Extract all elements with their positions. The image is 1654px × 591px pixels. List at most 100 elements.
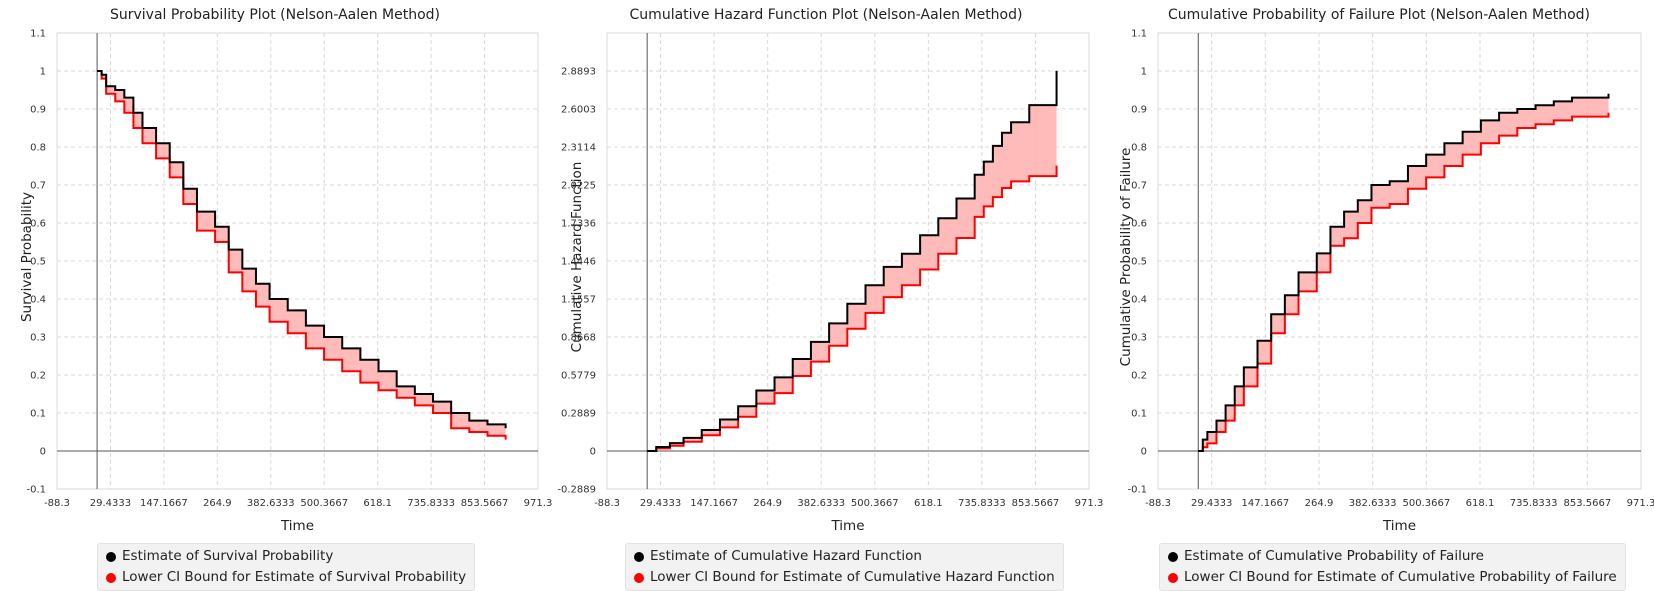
x-tick-label: 382.6333 <box>797 498 845 509</box>
x-tick-label: 500.3667 <box>1402 498 1450 509</box>
x-tick-label: 29.4333 <box>90 498 131 509</box>
x-tick-label: 853.5667 <box>1012 498 1060 509</box>
x-tick-label: 29.4333 <box>640 498 681 509</box>
hazard-plot-panel: -0.2889 0 0.2889 0.5779 0.8668 1.1557 1.4446 1.… <box>551 0 1104 591</box>
y-tick-label: 2.0225 <box>561 181 596 192</box>
x-axis-label: Time <box>280 518 314 534</box>
legend: Estimate of Survival Probability Lower C… <box>97 543 476 591</box>
y-tick-label: 0.1 <box>1131 409 1147 420</box>
y-axis-label: Survival Probability <box>19 192 35 322</box>
y-tick-label: 0 <box>40 447 46 458</box>
x-tick-label: 29.4333 <box>1191 498 1232 509</box>
y-tick-label: 0.9 <box>1131 105 1147 116</box>
x-tick-label: 147.1667 <box>1241 498 1289 509</box>
x-tick-label: 382.6333 <box>1349 498 1397 509</box>
legend-item-lower-ci[interactable]: Lower CI Bound for Estimate of Cumulativ… <box>1168 567 1617 588</box>
x-tick-label: 500.3667 <box>300 498 348 509</box>
series-line-estimate <box>97 70 507 429</box>
x-tick-label: 971.3 <box>1075 498 1104 509</box>
x-tick-label: 618.1 <box>363 498 392 509</box>
y-tick-label: 1.1 <box>1131 29 1147 40</box>
legend-item-lower-ci[interactable]: Lower CI Bound for Estimate of Cumulativ… <box>634 567 1055 588</box>
y-tick-label: 0.1 <box>30 409 46 420</box>
x-tick-label: 971.3 <box>524 498 553 509</box>
x-tick-label: 264.9 <box>203 498 232 509</box>
legend-marker-red <box>106 572 116 583</box>
y-tick-label: 1.7336 <box>561 218 596 229</box>
x-tick-label: 618.1 <box>1466 498 1495 509</box>
series-line-estimate <box>647 70 1058 453</box>
x-tick-label: 382.6333 <box>247 498 295 509</box>
x-tick-label: 735.8333 <box>1510 498 1558 509</box>
x-tick-label: 264.9 <box>1305 498 1334 509</box>
y-tick-label: 1 <box>1141 67 1147 78</box>
x-tick-label: 735.8333 <box>407 498 455 509</box>
x-tick-label: 853.5667 <box>461 498 509 509</box>
y-tick-label: 0.7 <box>30 181 46 192</box>
legend-item-lower-ci[interactable]: Lower CI Bound for Estimate of Survival … <box>106 567 466 588</box>
y-tick-label: 0.5779 <box>561 370 596 381</box>
y-tick-label: 1.1557 <box>561 295 596 306</box>
y-tick-label: 0.8668 <box>561 333 596 344</box>
legend-label: Estimate of Cumulative Probability of Fa… <box>1184 548 1484 564</box>
x-tick-label: -88.3 <box>44 498 70 509</box>
x-tick-label: 264.9 <box>753 498 782 509</box>
y-tick-label: 0.2889 <box>561 409 596 420</box>
y-tick-label: -0.2889 <box>557 485 596 496</box>
x-tick-label: -88.3 <box>594 498 620 509</box>
x-tick-label: 735.8333 <box>958 498 1006 509</box>
x-tick-label: 971.3 <box>1627 498 1654 509</box>
y-tick-label: 0.3 <box>30 333 46 344</box>
y-tick-label: 0.5 <box>1131 257 1147 268</box>
legend-label: Estimate of Survival Probability <box>122 548 334 564</box>
legend-label: Lower CI Bound for Estimate of Cumulativ… <box>650 569 1055 585</box>
x-tick-label: 147.1667 <box>690 498 738 509</box>
chart-title: Survival Probability Plot (Nelson-Aalen … <box>110 7 440 23</box>
y-tick-label: 0.5 <box>30 257 46 268</box>
chart-title: Cumulative Hazard Function Plot (Nelson-… <box>630 7 1023 23</box>
y-tick-label: 0.2 <box>30 371 46 382</box>
legend-item-estimate[interactable]: Estimate of Cumulative Hazard Function <box>634 546 1055 567</box>
y-tick-label: -0.1 <box>26 485 46 496</box>
y-tick-label: 0.4 <box>1131 295 1147 306</box>
survival-plot-panel: -0.1 0 0.1 0.2 0.3 0.4 0.5 0.6 0.7 0.8 0.9 1 1.1 -88.… <box>0 0 553 591</box>
legend-marker-black <box>106 551 116 562</box>
legend-marker-black <box>1168 551 1178 562</box>
failure-plot-panel: -0.1 0 0.1 0.2 0.3 0.4 0.5 0.6 0.7 0.8 0.9 1 1.1 -88.… <box>1102 0 1654 591</box>
chart-title: Cumulative Probability of Failure Plot (… <box>1168 7 1590 23</box>
legend-item-estimate[interactable]: Estimate of Survival Probability <box>106 546 466 567</box>
legend-label: Lower CI Bound for Estimate of Survival … <box>122 569 467 585</box>
legend: Estimate of Cumulative Hazard Function L… <box>625 543 1064 591</box>
legend-marker-red <box>1168 572 1178 583</box>
y-tick-label: 0.6 <box>30 219 46 230</box>
series-line-lower-ci <box>97 70 507 440</box>
y-tick-label: 0 <box>1141 447 1147 458</box>
legend-item-estimate[interactable]: Estimate of Cumulative Probability of Fa… <box>1168 546 1617 567</box>
y-axis-label: Cumulative Hazard Function <box>569 162 585 353</box>
y-tick-label: 0.8 <box>30 143 46 154</box>
y-tick-label: 0.7 <box>1131 181 1147 192</box>
legend-label: Lower CI Bound for Estimate of Cumulativ… <box>1184 569 1617 585</box>
failure-plot-svg: -0.1 0 0.1 0.2 0.3 0.4 0.5 0.6 0.7 0.8 0.9 1 1.1 -88.… <box>1118 7 1654 534</box>
legend-label: Estimate of Cumulative Hazard Function <box>650 548 922 564</box>
survival-plot-svg: -0.1 0 0.1 0.2 0.3 0.4 0.5 0.6 0.7 0.8 0.9 1 1.1 -88.… <box>19 7 553 534</box>
y-tick-label: 0.8 <box>1131 143 1147 154</box>
x-tick-label: 853.5667 <box>1563 498 1611 509</box>
series-line-lower-ci <box>647 165 1058 453</box>
y-tick-label: 0 <box>590 447 596 458</box>
y-tick-label: 2.6003 <box>561 105 596 116</box>
legend-marker-red <box>634 572 644 583</box>
legend-marker-black <box>634 551 644 562</box>
y-tick-label: 1 <box>40 67 46 78</box>
y-tick-label: 0.9 <box>30 105 46 116</box>
x-tick-label: -88.3 <box>1145 498 1171 509</box>
y-axis-label: Cumulative Probability of Failure <box>1118 148 1134 367</box>
y-tick-label: 0.3 <box>1131 333 1147 344</box>
x-tick-label: 147.1667 <box>140 498 188 509</box>
x-tick-label: 618.1 <box>914 498 943 509</box>
y-tick-label: 2.8893 <box>561 66 596 77</box>
x-tick-label: 500.3667 <box>851 498 899 509</box>
legend: Estimate of Cumulative Probability of Fa… <box>1159 543 1626 591</box>
x-axis-label: Time <box>830 518 864 534</box>
